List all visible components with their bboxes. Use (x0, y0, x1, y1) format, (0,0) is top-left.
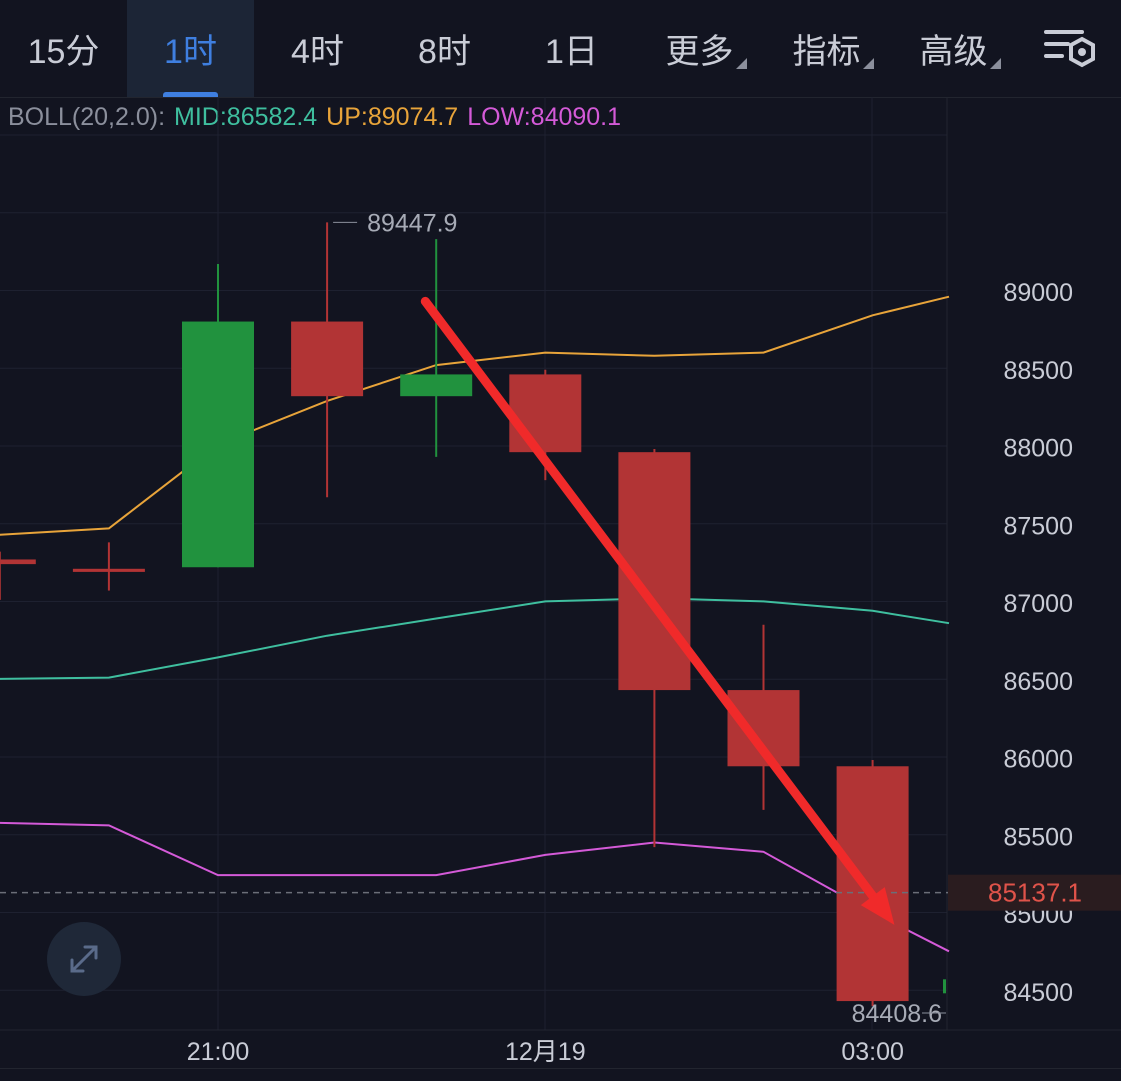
x-tick-label: 03:00 (841, 1038, 904, 1066)
x-tick-label: 12月19 (505, 1038, 586, 1066)
tab-15min[interactable]: 15分 (27, 33, 100, 71)
tab-8hour[interactable]: 8时 (418, 33, 471, 71)
boll-mid-line (0, 597, 950, 680)
tab-4hour[interactable]: 4时 (291, 33, 344, 71)
y-tick-label: 87000 (1003, 590, 1073, 618)
chart-settings-icon[interactable] (1038, 20, 1100, 76)
candle-body-down (72, 568, 145, 572)
trend-arrow-shaft (420, 296, 878, 901)
candle-body-up (400, 374, 473, 397)
candle-body-up (182, 321, 254, 568)
low-annotation-label: 84408.6 (852, 1000, 942, 1028)
candle-body-down (509, 374, 582, 453)
tab-1hour[interactable]: 1时 (127, 0, 254, 97)
expand-arrows-icon[interactable] (47, 922, 121, 996)
last-price-label: 85137.1 (988, 878, 1082, 908)
tab-indicators[interactable]: 指标 (763, 0, 890, 97)
boll-up-line (0, 295, 950, 536)
tab-advanced[interactable]: 高级 (890, 0, 1017, 97)
dropdown-caret-icon (736, 58, 747, 69)
boll-up-value: UP:89074.7 (326, 103, 459, 131)
x-tick-label: 21:00 (187, 1038, 250, 1066)
boll-legend: BOLL(20,2.0): MID:86582.4 UP:89074.7 LOW:84… (8, 103, 630, 132)
last-price-tag (948, 874, 1121, 911)
candle-body-down (291, 321, 364, 397)
dropdown-caret-icon (863, 58, 874, 69)
y-tick-label: 87500 (1003, 512, 1073, 540)
tab-more[interactable]: 更多 (636, 0, 763, 97)
high-annotation-label: 89447.9 (367, 209, 457, 237)
boll-legend-label: BOLL(20,2.0): (8, 103, 166, 131)
y-tick-label: 86500 (1003, 668, 1073, 696)
current-candle-sliver (943, 979, 946, 994)
boll-low-line (0, 821, 950, 953)
y-tick-label: 86000 (1003, 746, 1073, 774)
kdj-indicator-strip (0, 1068, 1121, 1081)
candle-body-down (836, 766, 909, 1002)
candle-body-down (0, 559, 36, 565)
boll-low-value: LOW:84090.1 (467, 103, 622, 131)
y-tick-label: 88000 (1003, 435, 1073, 463)
tab-1day[interactable]: 1日 (545, 33, 598, 71)
y-tick-label: 89000 (1003, 279, 1073, 307)
price-chart[interactable]: 8450085000855008600086500870008750088000… (0, 97, 1121, 1068)
trend-arrow-head (860, 887, 895, 925)
y-tick-label: 84500 (1003, 979, 1073, 1007)
dropdown-caret-icon (990, 58, 1001, 69)
boll-mid-value: MID:86582.4 (174, 103, 318, 131)
y-tick-label: 85500 (1003, 823, 1073, 851)
timeframe-tabbar: 15分 1时 4时 8时 1日 更多 指标 高级 (0, 0, 1121, 98)
y-tick-label: 88500 (1003, 357, 1073, 385)
